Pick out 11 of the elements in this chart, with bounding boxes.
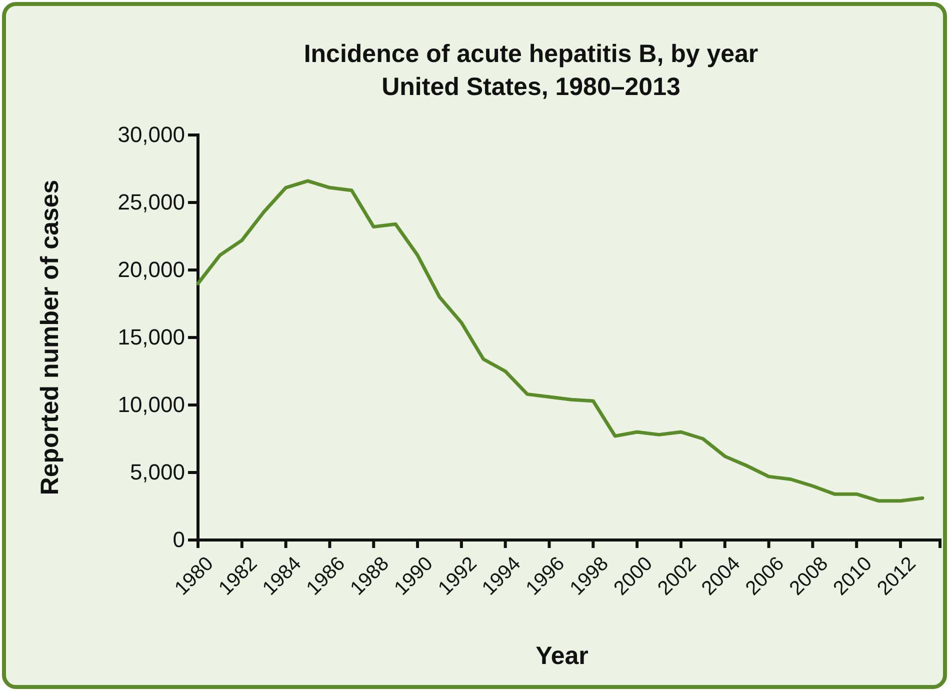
y-tick-label: 30,000	[118, 122, 185, 148]
y-tick-label: 25,000	[118, 190, 185, 215]
line-series	[196, 179, 924, 503]
y-tick-label: 5,000	[130, 460, 185, 485]
y-tick-label: 0	[172, 527, 185, 552]
y-axis-title: Reported number of cases	[36, 180, 64, 496]
y-tick-label: 15,000	[118, 324, 185, 350]
y-tick-label: 20,000	[118, 257, 185, 282]
x-axis-title: Year	[536, 642, 589, 670]
chart-title: Incidence of acute hepatitis B, by year United States, 1980–2013	[304, 40, 758, 101]
y-tick-label: 10,000	[118, 392, 185, 418]
